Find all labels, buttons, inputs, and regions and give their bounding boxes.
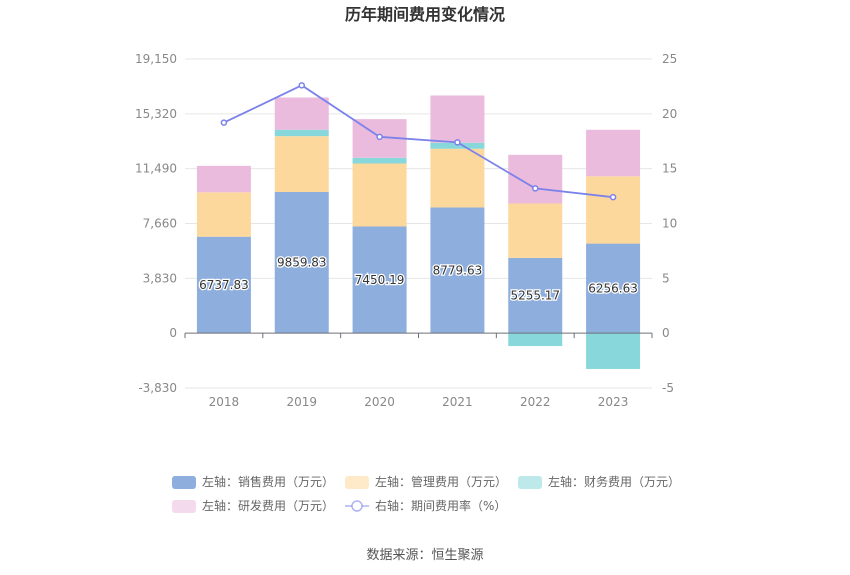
legend-label: 右轴：期间费用率（%） <box>375 498 506 513</box>
bar-segment <box>586 129 641 177</box>
legend-swatch <box>172 476 196 489</box>
x-axis-tick-label: 2023 <box>598 395 629 409</box>
legend-label: 左轴：财务费用（万元） <box>548 474 680 489</box>
bars <box>196 95 641 369</box>
line-point <box>376 133 383 141</box>
bar-segment <box>352 226 407 334</box>
bar-segment <box>196 236 251 334</box>
right-axis-tick-label: 0 <box>662 326 670 340</box>
left-axis-tick-label: 19,150 <box>135 52 177 66</box>
line-point <box>454 139 461 146</box>
bar-segment <box>352 163 407 227</box>
bar-segment <box>586 243 641 334</box>
line-point <box>609 193 617 201</box>
right-axis-tick-label: 25 <box>662 52 677 66</box>
bar-segment <box>430 207 485 334</box>
x-axis-tick-label: 2018 <box>209 395 240 409</box>
bar-data-label: 6737.83 <box>199 278 249 292</box>
bar-data-label: 6256.63 <box>588 281 638 295</box>
legend-swatch <box>518 476 542 489</box>
left-axis-tick-label: 15,320 <box>135 107 177 121</box>
expense-rate-line <box>220 82 617 201</box>
right-axis-ticks: -5 0 5 10 15 20 25 <box>662 52 677 395</box>
data-source: 数据来源：恒生聚源 <box>366 548 483 563</box>
x-axis-tick-label: 2021 <box>442 395 473 409</box>
bar-segment <box>274 129 329 137</box>
legend: 左轴：销售费用（万元） 左轴：管理费用（万元） 左轴：财务费用（万元） 左轴：研发费用… <box>172 474 680 513</box>
x-axis-tick-label: 2019 <box>286 395 317 409</box>
bar-segment <box>430 95 485 143</box>
bar-segment <box>274 97 329 130</box>
bar-segment <box>274 192 329 334</box>
legend-swatch <box>345 476 369 489</box>
legend-label: 左轴：研发费用（万元） <box>202 498 334 513</box>
bar-segment <box>586 333 641 369</box>
legend-swatch <box>172 500 196 513</box>
bar-data-label: 7450.19 <box>355 273 405 287</box>
bar-segment <box>274 136 329 193</box>
bar-segment <box>430 142 485 149</box>
bar-segment <box>430 148 485 208</box>
legend-label: 左轴：销售费用（万元） <box>202 474 334 489</box>
right-axis-tick-label: 20 <box>662 107 677 121</box>
bar-segment <box>196 165 251 193</box>
bar-data-label: 9859.83 <box>277 256 327 270</box>
bar-data-label: 8779.63 <box>433 263 483 277</box>
left-axis-tick-label: 11,490 <box>135 162 177 176</box>
legend-label: 左轴：管理费用（万元） <box>375 474 507 489</box>
line-point <box>298 82 305 89</box>
chart-title: 历年期间费用变化情况 <box>345 5 505 24</box>
gridlines <box>185 58 652 389</box>
bar-segment <box>196 192 251 237</box>
right-axis-tick-label: 10 <box>662 217 677 231</box>
line-point <box>220 119 228 126</box>
bar-labels: 6737.83 9859.83 7450.19 8779.63 5255.17 6256.… <box>198 254 639 303</box>
x-axis-tick-label: 2022 <box>520 395 551 409</box>
left-axis-tick-label: 7,660 <box>143 217 177 231</box>
left-axis-tick-label: 3,830 <box>143 271 177 285</box>
bar-segment <box>352 157 407 164</box>
bar-segment <box>508 333 563 347</box>
bar-segment <box>508 203 563 258</box>
bar-segment <box>508 257 563 334</box>
x-axis-ticks: 2018 2019 2020 2021 2022 2023 <box>209 395 629 409</box>
left-axis-tick-label: 0 <box>169 326 177 340</box>
right-axis-tick-label: 5 <box>662 271 670 285</box>
line-series <box>223 84 614 199</box>
left-axis-tick-label: -3,830 <box>138 381 177 395</box>
bar-segment <box>586 176 641 244</box>
left-axis-ticks: -3,830 0 3,830 7,660 11,490 15,320 19,150 <box>135 52 177 395</box>
line-point <box>532 185 539 192</box>
legend-swatch-marker <box>351 500 363 512</box>
zero-axis-line <box>184 332 653 339</box>
bar-segment <box>508 154 563 204</box>
bar-data-label: 5255.17 <box>510 289 560 303</box>
right-axis-tick-label: -5 <box>662 381 674 395</box>
right-axis-tick-label: 15 <box>662 162 677 176</box>
x-axis-tick-label: 2020 <box>364 395 395 409</box>
